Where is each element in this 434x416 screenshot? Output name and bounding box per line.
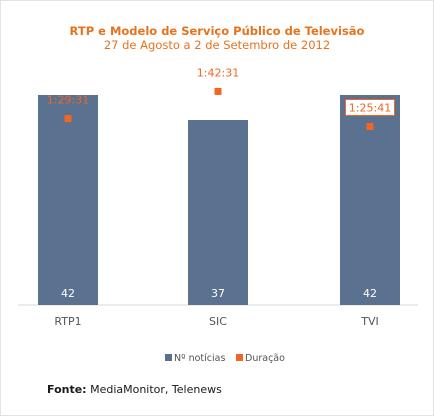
x-tick-label: RTP1 (54, 315, 81, 328)
duration-label-box (345, 98, 395, 116)
bar-rtp1 (38, 95, 98, 305)
x-tick-label: TVI (360, 315, 379, 328)
duration-value-label: 1:25:41 (349, 101, 391, 114)
source-label: Fonte: (47, 383, 87, 396)
legend-swatch-noticias (165, 354, 172, 361)
bar-sic (188, 120, 248, 305)
duration-value-label: 1:29:31 (47, 94, 89, 107)
bar-value-label: 42 (61, 287, 75, 300)
chart-subtitle: 27 de Agosto a 2 de Setembro de 2012 (103, 38, 331, 52)
duration-value-label: 1:42:31 (197, 66, 239, 79)
source-note: Fonte: MediaMonitor, Telenews (47, 383, 222, 396)
duration-point (214, 87, 222, 95)
bar-value-label: 37 (211, 287, 225, 300)
legend-label-noticias: Nº notícias (174, 353, 225, 364)
x-tick-label: SIC (209, 315, 227, 328)
duration-point (64, 115, 72, 123)
bar-tvi (340, 95, 400, 305)
bar-value-label: 42 (363, 287, 377, 300)
chart-title: RTP e Modelo de Serviço Público de Telev… (69, 24, 365, 38)
legend-swatch-duracao (236, 354, 243, 361)
legend-label-duracao: Duração (245, 353, 285, 364)
source-text: MediaMonitor, Telenews (86, 383, 222, 396)
duration-point (366, 122, 374, 130)
